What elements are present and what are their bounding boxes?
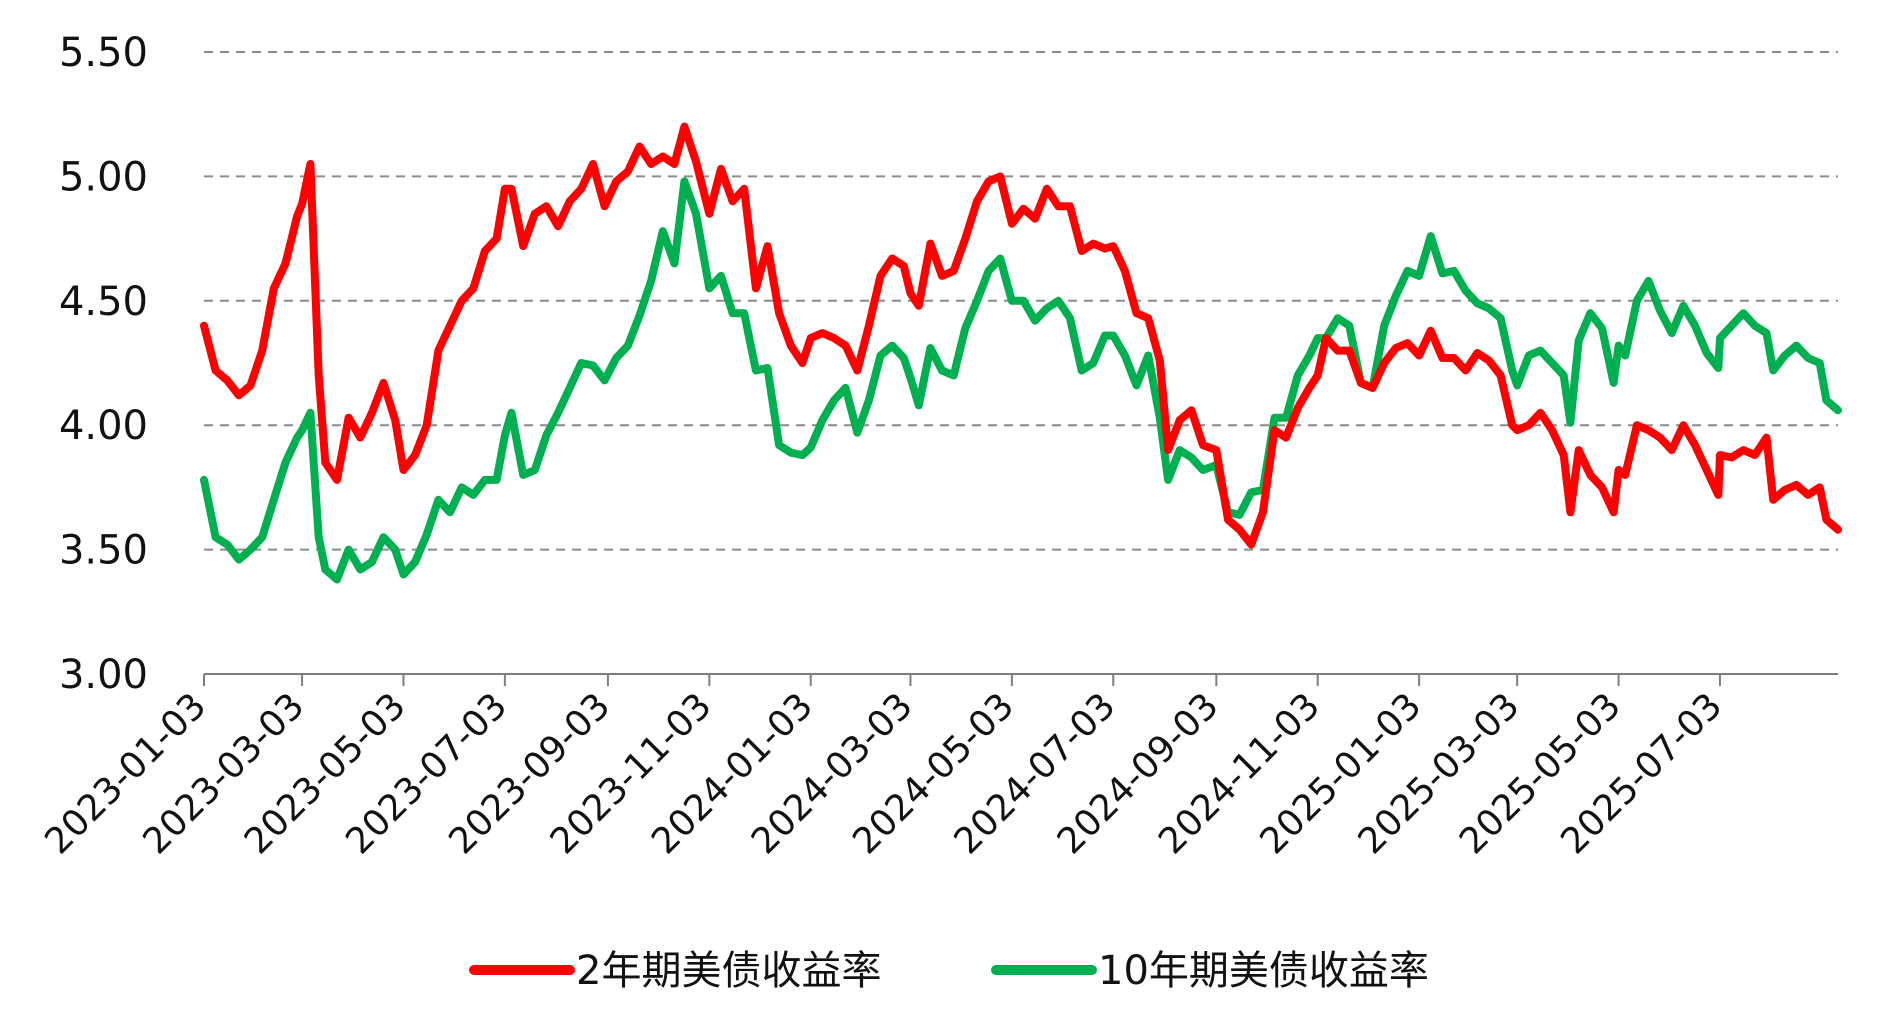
- legend-label: 10年期美债收益率: [1098, 948, 1429, 994]
- y-tick-label: 4.50: [59, 279, 148, 325]
- y-tick-label: 4.00: [59, 403, 148, 449]
- y-tick-label: 5.00: [59, 154, 148, 200]
- y-axis-tick-labels: 3.00 3.50 4.00 4.50 5.00 5.50: [59, 30, 148, 698]
- x-axis: 2023-01-032023-03-032023-05-032023-07-03…: [37, 673, 1838, 862]
- y-tick-label: 3.00: [59, 652, 148, 698]
- series-line-2y: [200, 122, 1842, 549]
- series-line-10y: [200, 177, 1842, 584]
- legend: 2年期美债收益率 10年期美债收益率: [469, 948, 1429, 994]
- y-tick-label: 3.50: [59, 528, 148, 574]
- y-tick-label: 5.50: [59, 30, 148, 76]
- series-lines: [200, 122, 1842, 584]
- legend-label: 2年期美债收益率: [576, 948, 881, 994]
